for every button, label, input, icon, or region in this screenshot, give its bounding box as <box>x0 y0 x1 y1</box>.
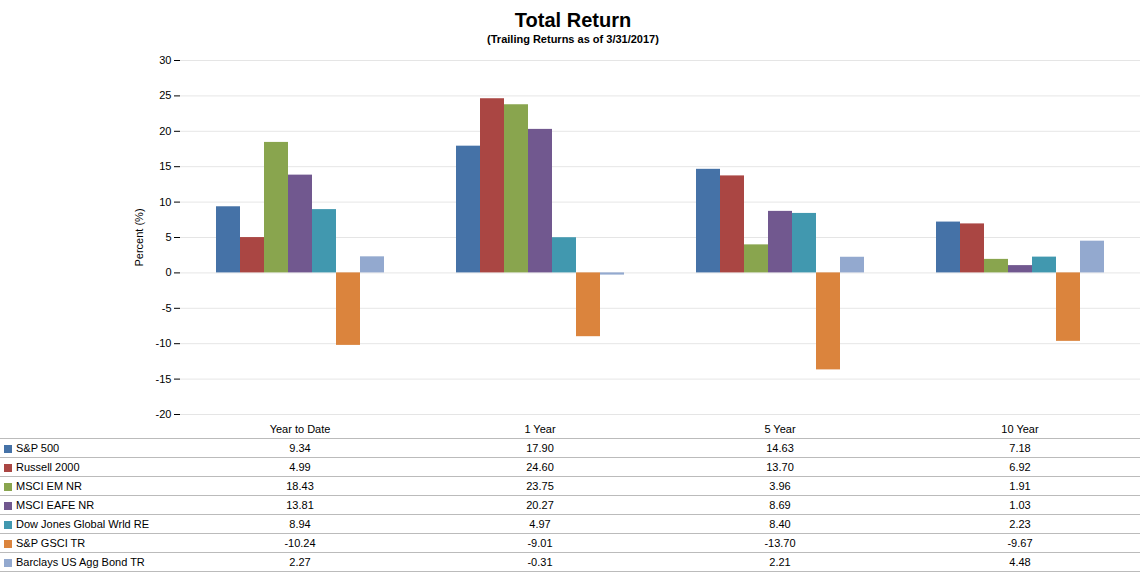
html-text:1.91: 1.91 <box>1009 480 1031 492</box>
html-text:20.27: 20.27 <box>526 499 554 511</box>
html-text:Total Return: Total Return <box>514 9 632 31</box>
html-text:8.40: 8.40 <box>769 518 791 530</box>
html-text:1.03: 1.03 <box>1009 499 1031 511</box>
html-text:(Trailing Returns as of 3/31/2: (Trailing Returns as of 3/31/2017) <box>487 33 659 45</box>
html-text:2.21: 2.21 <box>769 556 791 568</box>
html-text:10 Year: 10 Year <box>1001 423 1039 435</box>
html-text:Year to Date: Year to Date <box>269 423 331 435</box>
html-text:18.43: 18.43 <box>286 480 314 492</box>
html-text:Russell 2000: Russell 2000 <box>16 461 80 473</box>
svg-text:5: 5 <box>165 231 171 243</box>
html-text:6.92: 6.92 <box>1009 461 1031 473</box>
svg-text:Percent (%): Percent (%) <box>133 208 145 266</box>
html-text:-9.67: -9.67 <box>1007 537 1033 549</box>
html-text:-9.01: -9.01 <box>527 537 553 549</box>
html-text:1 Year: 1 Year <box>524 423 556 435</box>
html-text:3.96: 3.96 <box>769 480 791 492</box>
html-text:4.99: 4.99 <box>289 461 311 473</box>
html-text:8.69: 8.69 <box>769 499 791 511</box>
svg-text:25: 25 <box>159 89 171 101</box>
html-text:23.75: 23.75 <box>526 480 554 492</box>
svg-text:15: 15 <box>159 160 171 172</box>
html-text:S&P 500: S&P 500 <box>16 442 60 454</box>
html-text:MSCI EM NR: MSCI EM NR <box>16 480 82 492</box>
html-text:7.18: 7.18 <box>1009 442 1031 454</box>
html-text:17.90: 17.90 <box>526 442 554 454</box>
html-text:4.48: 4.48 <box>1009 556 1031 568</box>
html-text:2.27: 2.27 <box>289 556 311 568</box>
html-text:Dow Jones Global Wrld RE: Dow Jones Global Wrld RE <box>16 518 150 530</box>
svg-text:-5: -5 <box>162 302 172 314</box>
svg-text:30: 30 <box>159 54 171 66</box>
html-text:S&P GSCI TR: S&P GSCI TR <box>16 537 86 549</box>
svg-text:-20: -20 <box>156 408 172 420</box>
html-text:-13.70: -13.70 <box>764 537 796 549</box>
html-text:13.70: 13.70 <box>766 461 794 473</box>
svg-text:-10: -10 <box>156 337 172 349</box>
html-text:14.63: 14.63 <box>766 442 794 454</box>
html-text:Barclays US Agg Bond TR: Barclays US Agg Bond TR <box>16 556 145 568</box>
html-text:8.94: 8.94 <box>289 518 311 530</box>
html-text:4.97: 4.97 <box>529 518 551 530</box>
html-text:-0.31: -0.31 <box>527 556 553 568</box>
svg-text:20: 20 <box>159 125 171 137</box>
html-text:24.60: 24.60 <box>526 461 554 473</box>
svg-text:0: 0 <box>165 266 171 278</box>
svg-text:10: 10 <box>159 196 171 208</box>
html-text:2.23: 2.23 <box>1009 518 1031 530</box>
html-text:9.34: 9.34 <box>289 442 311 454</box>
svg-text:-15: -15 <box>156 373 172 385</box>
html-text:13.81: 13.81 <box>286 499 314 511</box>
html-text:5 Year: 5 Year <box>764 423 796 435</box>
html-text:-10.24: -10.24 <box>284 537 316 549</box>
html-text:MSCI EAFE NR: MSCI EAFE NR <box>16 499 95 511</box>
